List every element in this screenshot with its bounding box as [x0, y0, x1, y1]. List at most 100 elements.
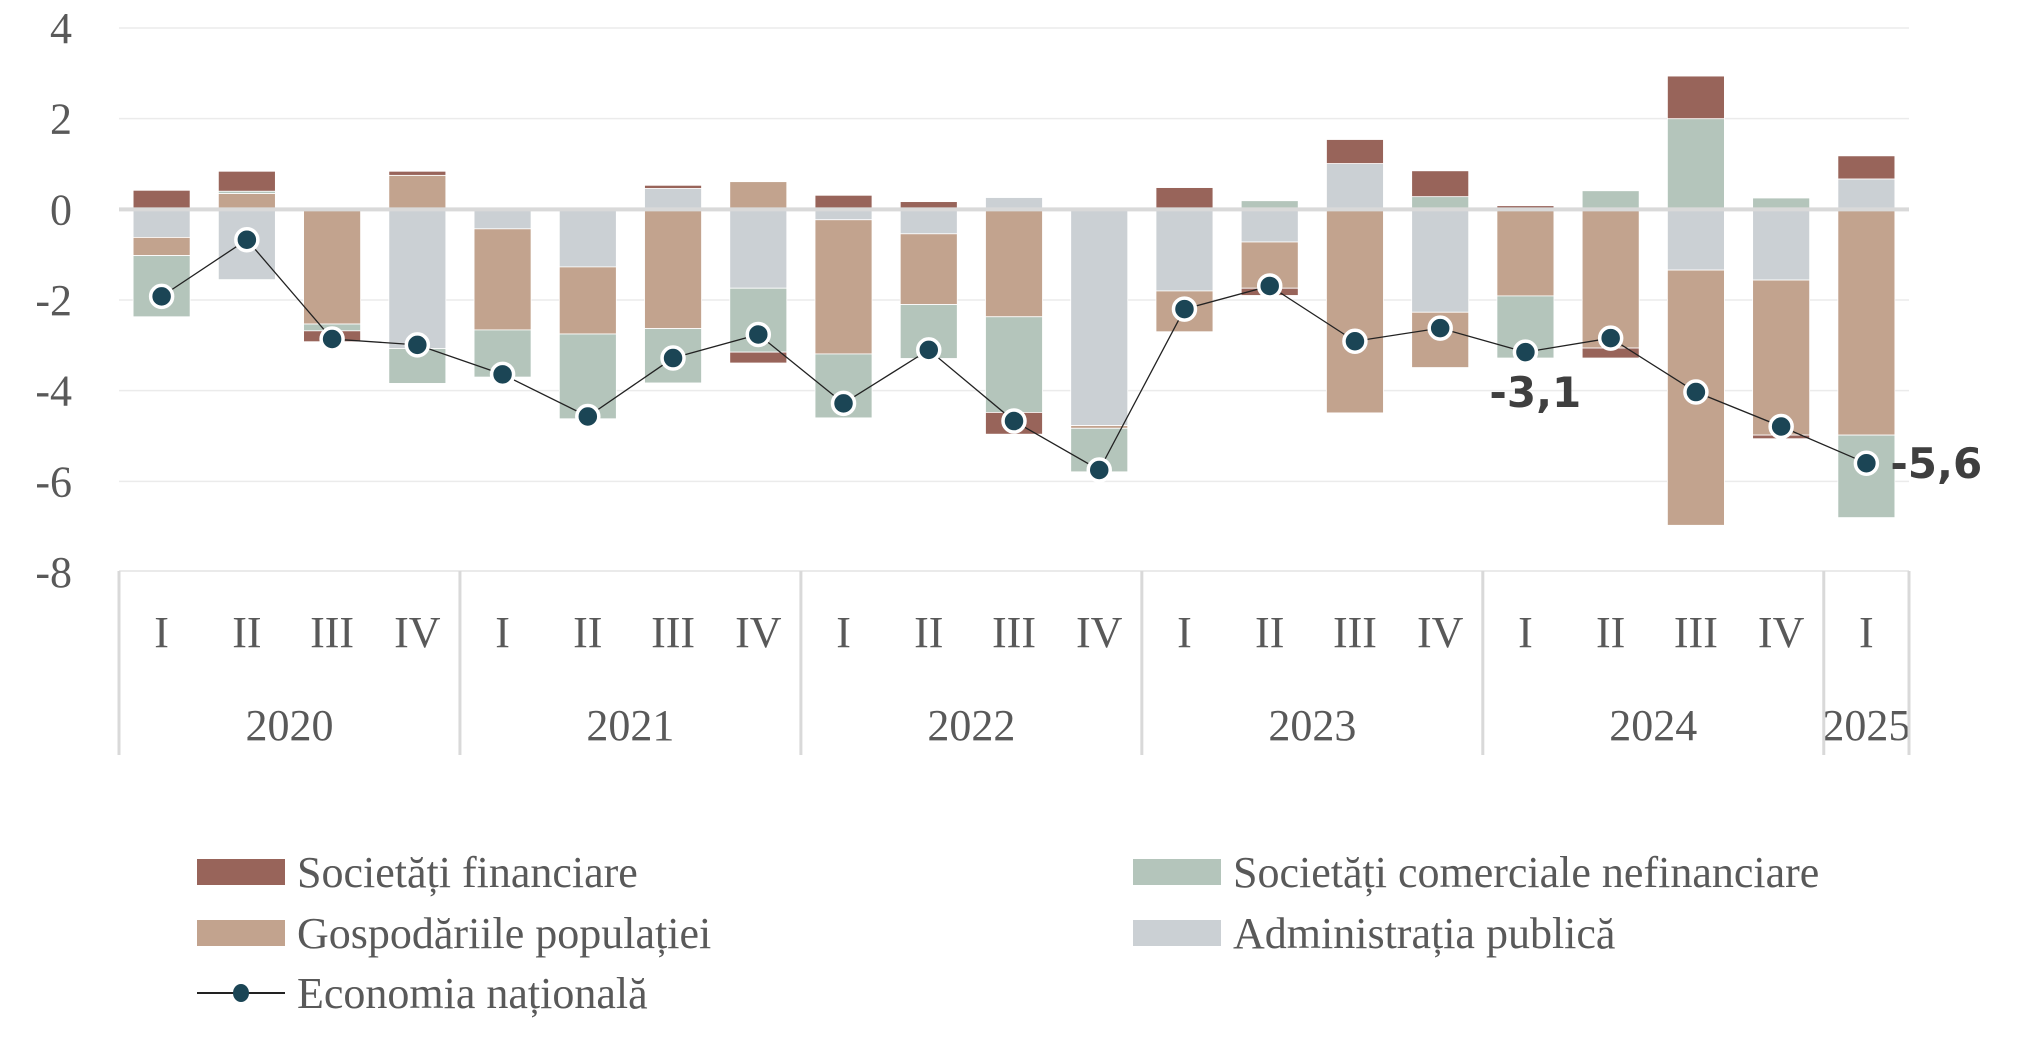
line-marker — [1001, 408, 1027, 434]
y-tick-label: -2 — [35, 276, 72, 325]
legend-line-marker-icon — [197, 980, 285, 1006]
line-marker — [916, 337, 942, 363]
bar-segment-hh — [473, 228, 532, 331]
line-marker — [234, 226, 260, 253]
line-marker — [660, 345, 686, 371]
x-tick-label-quarter: IV — [1417, 608, 1464, 657]
bar-segment-hh — [1581, 208, 1640, 349]
line-marker — [319, 326, 345, 352]
line-marker — [1342, 328, 1368, 355]
line-marker — [489, 361, 516, 388]
data-label: -5,6 — [1890, 439, 1982, 488]
y-axis-tick-labels: 4 2 0 -2 -4 -6 -8 — [35, 4, 72, 597]
line-marker — [148, 283, 175, 310]
x-tick-label-year: 2024 — [1609, 701, 1697, 750]
bar-segment-hh — [814, 219, 873, 355]
bar-segment-fin — [1667, 75, 1725, 120]
bars — [132, 75, 1896, 526]
bar-segment-fin — [1326, 139, 1384, 164]
bar-segment-hh — [899, 233, 958, 305]
legend-label: Administrația publică — [1233, 908, 1616, 958]
line-marker — [1256, 273, 1283, 299]
x-tick-label-quarter: III — [310, 608, 354, 657]
x-tick-label-quarter: I — [1518, 608, 1533, 657]
bar-segment-hh — [388, 174, 447, 210]
bar-segment-nfc — [1581, 190, 1640, 210]
bar-segment-adm — [558, 208, 617, 268]
x-tick-label-quarter: II — [1596, 608, 1625, 657]
legend: Societăți financiare Societăți comercial… — [0, 840, 2027, 1040]
line-marker — [1683, 379, 1709, 405]
bar-segment-fin — [217, 170, 276, 192]
bar-segment-hh — [1070, 425, 1129, 429]
economia-nationala-line — [148, 226, 1880, 483]
bar-segment-hh — [558, 266, 617, 335]
bar-segment-hh — [729, 181, 788, 210]
bar-segment-adm — [1411, 208, 1470, 313]
bar-segment-hh — [1752, 279, 1811, 436]
line-marker — [1427, 315, 1453, 341]
line-marker — [830, 390, 857, 417]
bar-segment-fin — [1411, 170, 1470, 198]
legend-swatch-nefinanciare — [1133, 859, 1221, 885]
x-tick-label-quarter: I — [1859, 608, 1874, 657]
x-tick-label-year: 2020 — [245, 701, 333, 750]
bar-segment-nfc — [1667, 118, 1725, 210]
x-tick-label-quarter: III — [1674, 608, 1718, 657]
legend-label: Societăți comerciale nefinanciare — [1233, 847, 1820, 897]
legend-label: Economia națională — [297, 968, 648, 1018]
legend-swatch-gospodarii — [197, 920, 285, 946]
x-tick-label-quarter: I — [154, 608, 169, 657]
bar-segment-hh — [1326, 208, 1384, 414]
x-tick-label-quarter: I — [1177, 608, 1192, 657]
line-marker — [575, 403, 601, 430]
y-tick-label: 0 — [50, 185, 72, 234]
bar-segment-adm — [644, 188, 702, 210]
bar-segment-hh — [1496, 208, 1555, 297]
bar-segment-adm — [1070, 208, 1129, 426]
line-marker — [404, 332, 431, 358]
x-tick-label-year: 2021 — [586, 701, 674, 750]
x-tick-label-quarter: III — [1333, 608, 1377, 657]
line-marker — [1171, 296, 1198, 322]
legend-item-societati-nefinanciare: Societăți comerciale nefinanciare — [1133, 842, 1819, 902]
bar-segment-nfc — [388, 348, 447, 384]
line-marker — [1853, 450, 1880, 476]
bar-segment-adm — [899, 208, 958, 235]
x-tick-label-quarter: IV — [1758, 608, 1805, 657]
x-tick-label-quarter: I — [836, 608, 851, 657]
legend-item-gospodarii: Gospodăriile populației — [197, 903, 711, 963]
line-marker — [745, 321, 772, 348]
bar-segment-adm — [388, 208, 447, 349]
line-marker — [1086, 457, 1112, 483]
x-tick-label-quarter: I — [495, 608, 510, 657]
bar-segment-fin — [1155, 187, 1214, 210]
legend-item-economia: Economia națională — [197, 963, 648, 1023]
x-tick-label-quarter: III — [992, 608, 1036, 657]
legend-label: Societăți financiare — [297, 847, 638, 897]
bar-segment-adm — [1326, 163, 1384, 210]
y-tick-label: -4 — [35, 367, 72, 416]
bar-segment-hh — [303, 208, 361, 325]
legend-swatch-financiare — [197, 859, 285, 885]
bar-segment-adm — [1752, 208, 1811, 281]
bar-segment-hh — [1837, 208, 1896, 436]
bar-segment-fin — [1837, 155, 1896, 180]
bar-segment-hh — [985, 208, 1043, 318]
x-tick-label-quarter: III — [651, 608, 695, 657]
bar-segment-nfc — [1837, 434, 1896, 518]
legend-swatch-administratia — [1133, 920, 1221, 946]
bar-segment-adm — [1837, 178, 1896, 210]
x-tick-label-quarter: IV — [735, 608, 782, 657]
x-tick-label-quarter: II — [232, 608, 261, 657]
bar-segment-adm — [1667, 208, 1725, 271]
x-tick-label-year: 2025 — [1822, 701, 1910, 750]
y-tick-label: 4 — [50, 4, 72, 53]
bar-segment-hh — [217, 193, 276, 210]
y-tick-label: -6 — [35, 457, 72, 506]
data-label: -3,1 — [1489, 368, 1581, 417]
data-annotations: -3,1 -5,6 — [1489, 368, 1982, 488]
legend-item-societati-financiare: Societăți financiare — [197, 842, 638, 902]
